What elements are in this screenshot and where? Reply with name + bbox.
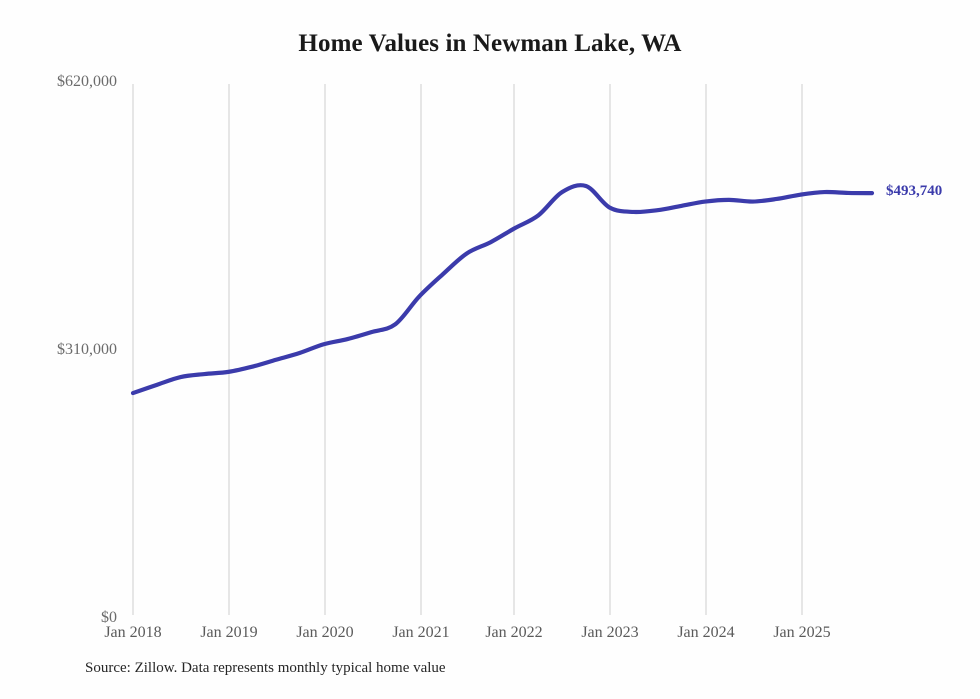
y-tick-label-2: $0 bbox=[101, 609, 117, 626]
source-note: Source: Zillow. Data represents monthly … bbox=[85, 660, 446, 676]
x-tick-label-0: Jan 2018 bbox=[104, 624, 162, 641]
x-tick-label-6: Jan 2024 bbox=[677, 624, 735, 641]
page-title: Home Values in Newman Lake, WA bbox=[298, 30, 682, 57]
x-tick-label-4: Jan 2022 bbox=[485, 624, 543, 641]
x-tick-label-5: Jan 2023 bbox=[581, 624, 639, 641]
x-tick-label-7: Jan 2025 bbox=[773, 624, 831, 641]
gridlines bbox=[132, 84, 803, 615]
x-tick-label-3: Jan 2021 bbox=[392, 624, 450, 641]
x-tick-label-1: Jan 2019 bbox=[200, 624, 258, 641]
y-tick-label-0: $620,000 bbox=[57, 73, 117, 90]
end-value-annotation: $493,740 bbox=[886, 183, 943, 200]
home-value-line bbox=[130, 183, 875, 396]
x-tick-label-2: Jan 2020 bbox=[296, 624, 354, 641]
y-tick-label-1: $310,000 bbox=[57, 341, 117, 358]
